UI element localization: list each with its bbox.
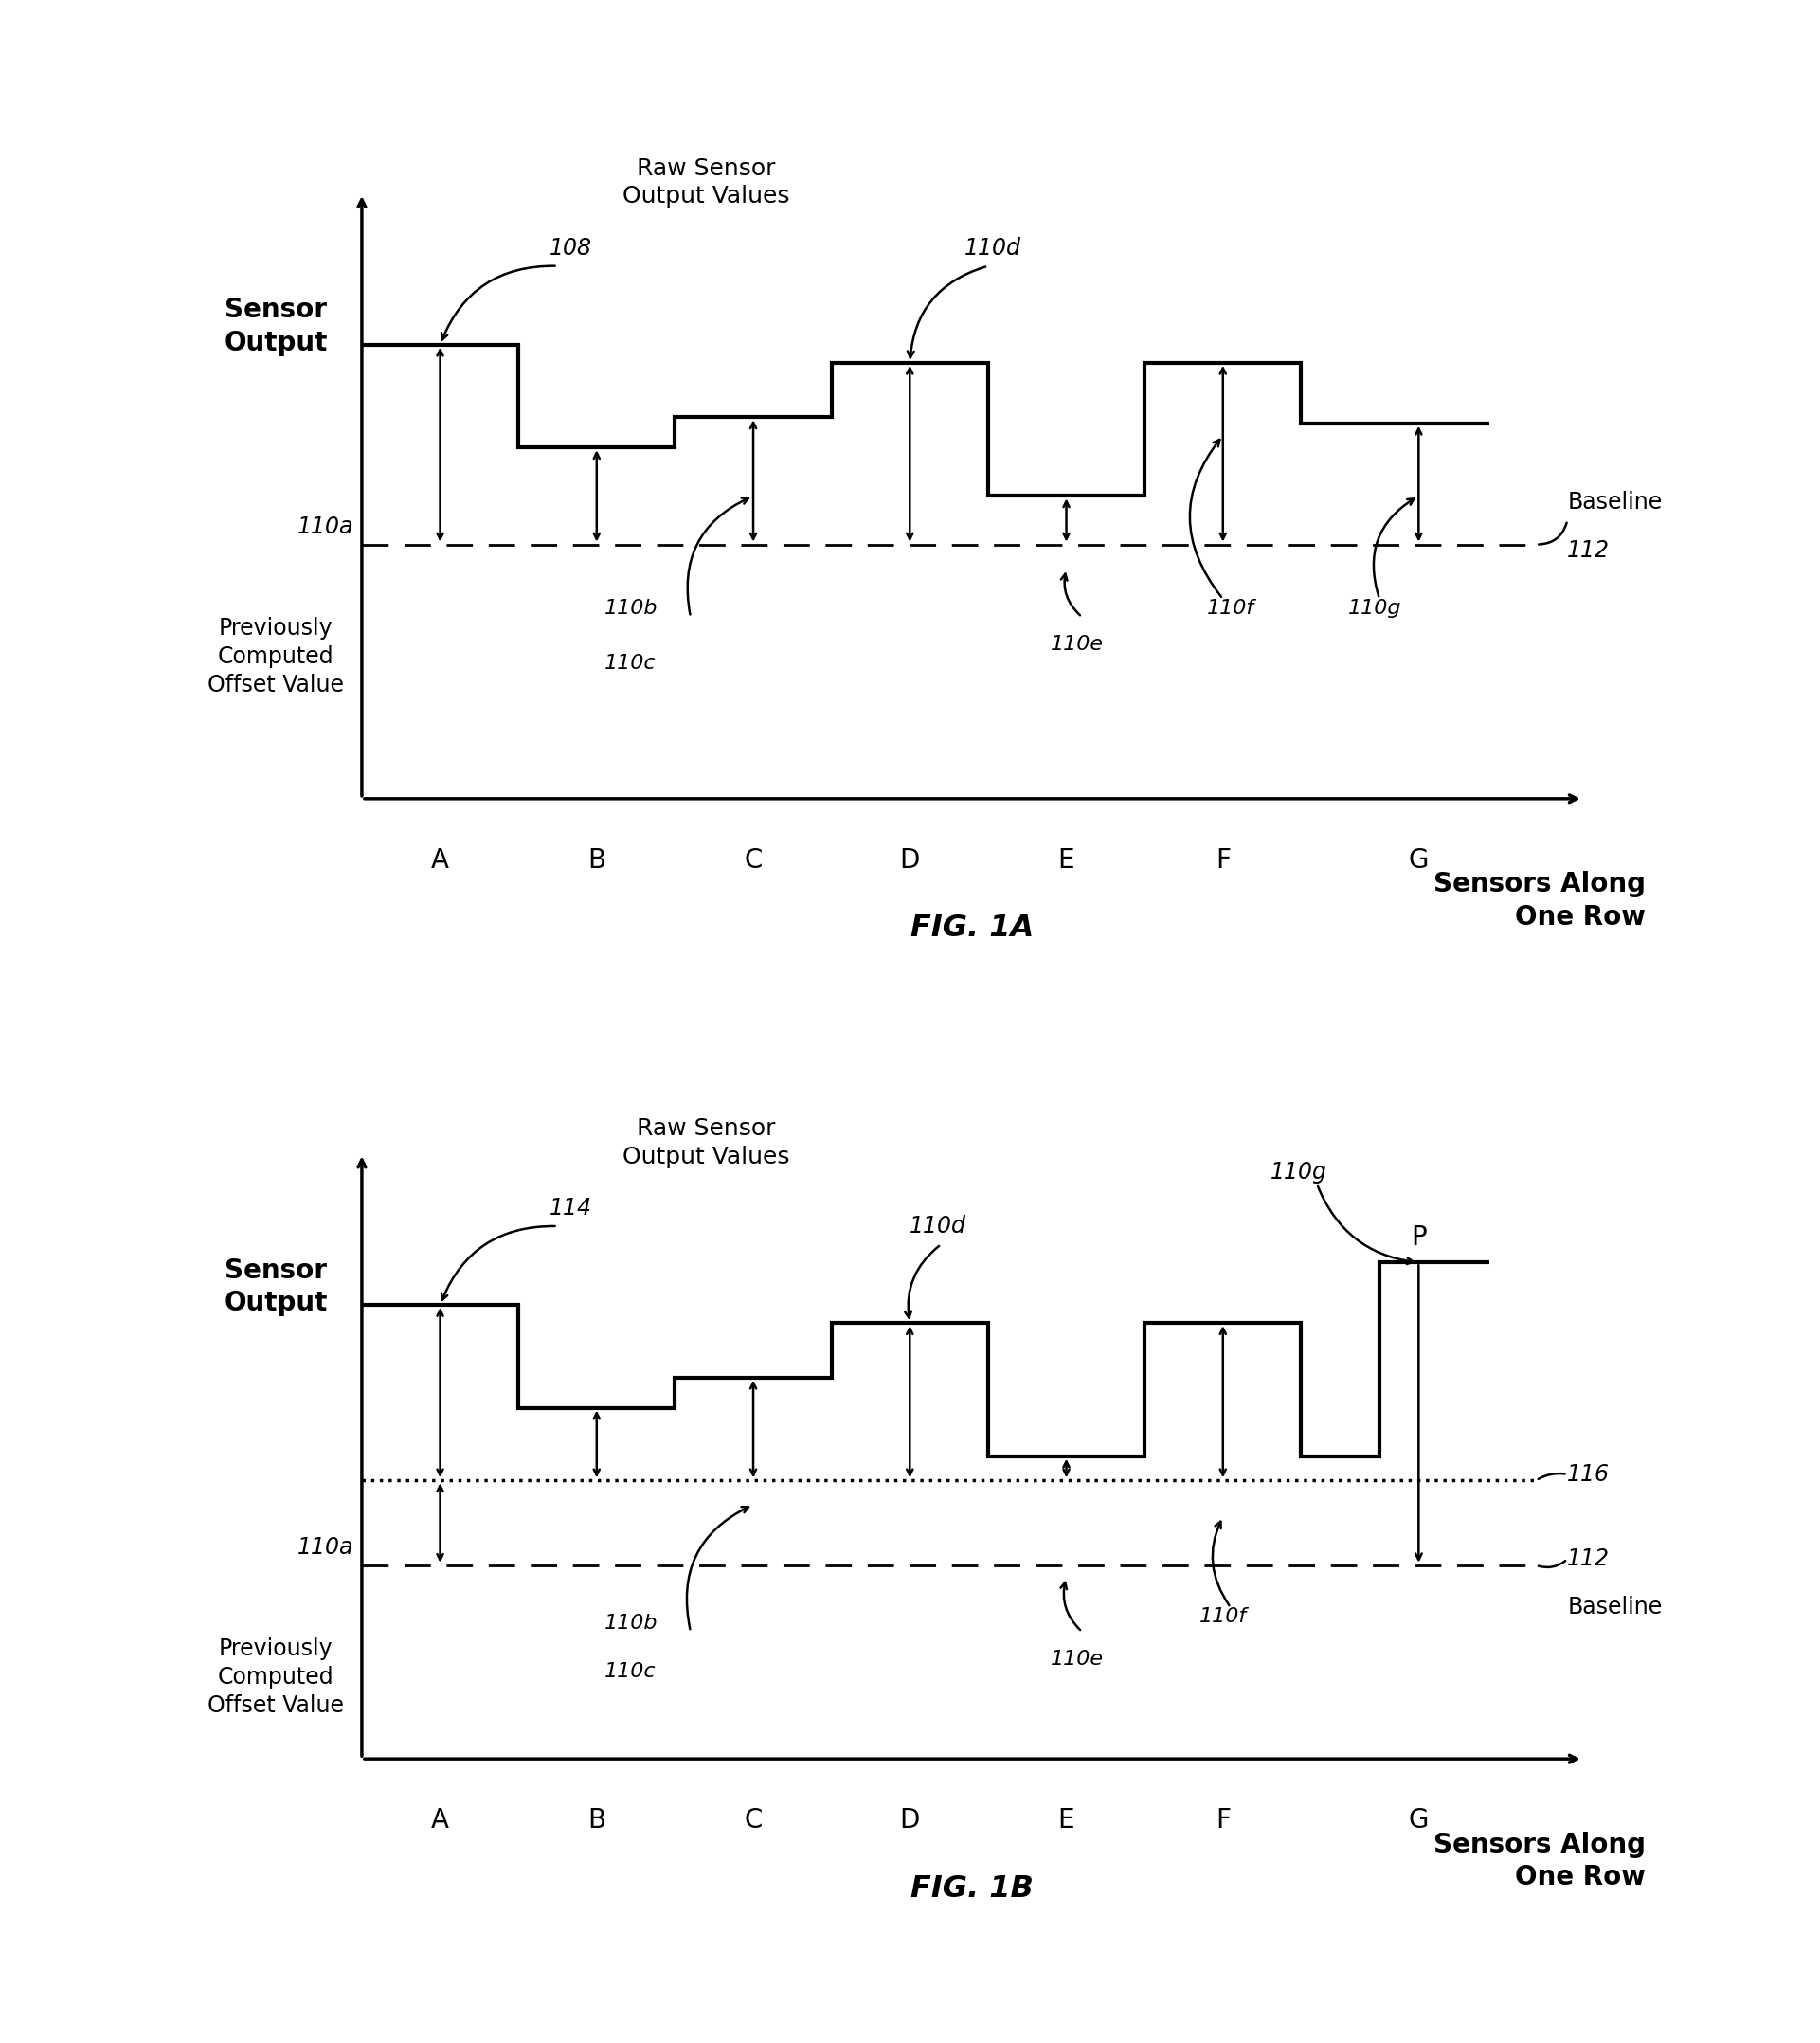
Text: 110b: 110b (604, 1614, 659, 1632)
Text: 110f: 110f (1207, 599, 1254, 617)
Text: Sensor
Output: Sensor Output (224, 1256, 328, 1316)
Text: 114: 114 (550, 1197, 592, 1220)
Text: 112: 112 (1567, 539, 1611, 562)
Text: D: D (899, 848, 919, 874)
Text: 108: 108 (550, 237, 592, 259)
Text: Baseline: Baseline (1567, 1596, 1662, 1618)
Text: C: C (744, 848, 763, 874)
Text: 110c: 110c (604, 654, 657, 672)
Text: 110d: 110d (910, 1216, 966, 1238)
Text: Previously
Computed
Offset Value: Previously Computed Offset Value (207, 617, 344, 697)
Text: 116: 116 (1567, 1463, 1611, 1485)
Text: 110e: 110e (1050, 1651, 1105, 1669)
Text: 110c: 110c (604, 1663, 657, 1681)
Text: F: F (1216, 1808, 1230, 1835)
Text: 112: 112 (1567, 1549, 1611, 1571)
Text: Baseline: Baseline (1567, 490, 1662, 513)
Text: C: C (744, 1808, 763, 1835)
Text: Previously
Computed
Offset Value: Previously Computed Offset Value (207, 1638, 344, 1716)
Text: Raw Sensor
Output Values: Raw Sensor Output Values (622, 157, 790, 208)
Text: FIG. 1A: FIG. 1A (910, 913, 1034, 944)
Text: G: G (1409, 848, 1429, 874)
Text: Sensors Along
One Row: Sensors Along One Row (1434, 870, 1645, 932)
Text: 110a: 110a (298, 515, 355, 539)
Text: B: B (588, 848, 606, 874)
Text: E: E (1057, 848, 1076, 874)
Text: 110g: 110g (1349, 599, 1401, 617)
Text: 110b: 110b (604, 599, 659, 617)
Text: Raw Sensor
Output Values: Raw Sensor Output Values (622, 1118, 790, 1169)
Text: A: A (431, 1808, 450, 1835)
Text: 110a: 110a (298, 1536, 355, 1559)
Text: 110d: 110d (965, 237, 1021, 259)
Text: 110f: 110f (1199, 1608, 1247, 1626)
Text: 110e: 110e (1050, 635, 1105, 654)
Text: Sensor
Output: Sensor Output (224, 296, 328, 355)
Text: B: B (588, 1808, 606, 1835)
Text: 110g: 110g (1270, 1160, 1327, 1183)
Text: P: P (1411, 1224, 1427, 1250)
Text: FIG. 1B: FIG. 1B (910, 1873, 1034, 1904)
Text: D: D (899, 1808, 919, 1835)
Text: Sensors Along
One Row: Sensors Along One Row (1434, 1831, 1645, 1892)
Text: A: A (431, 848, 450, 874)
Text: G: G (1409, 1808, 1429, 1835)
Text: E: E (1057, 1808, 1076, 1835)
Text: F: F (1216, 848, 1230, 874)
